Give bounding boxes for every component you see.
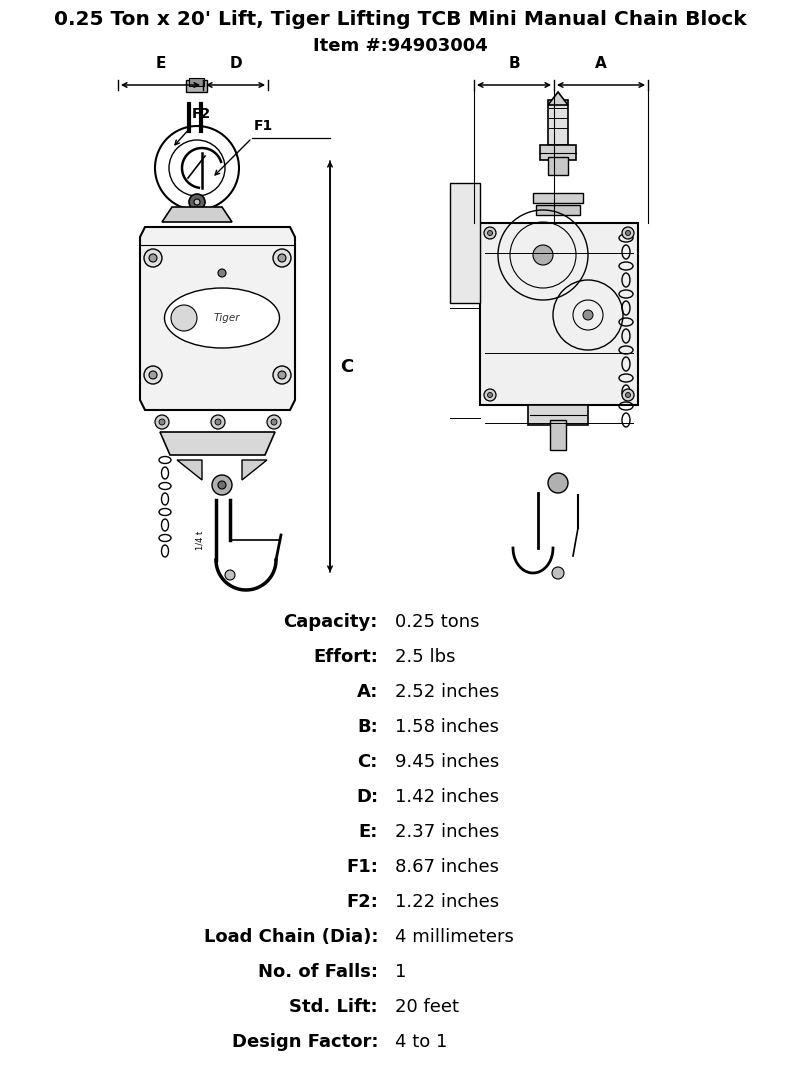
- Polygon shape: [242, 460, 267, 480]
- Text: 0.25 Ton x 20' Lift, Tiger Lifting TCB Mini Manual Chain Block: 0.25 Ton x 20' Lift, Tiger Lifting TCB M…: [54, 10, 746, 29]
- Circle shape: [144, 249, 162, 268]
- Text: A:: A:: [357, 682, 378, 701]
- Text: D: D: [229, 56, 242, 71]
- Text: F1:: F1:: [346, 858, 378, 876]
- Bar: [533, 193, 583, 203]
- Text: Std. Lift:: Std. Lift:: [290, 998, 378, 1016]
- Bar: [450, 183, 480, 302]
- Bar: [536, 205, 580, 215]
- Circle shape: [225, 570, 235, 580]
- Text: F2:: F2:: [346, 893, 378, 911]
- Ellipse shape: [165, 288, 279, 348]
- Circle shape: [218, 269, 226, 277]
- Circle shape: [273, 249, 291, 268]
- Circle shape: [622, 227, 634, 239]
- Text: F2: F2: [192, 107, 211, 121]
- Text: D:: D:: [356, 788, 378, 806]
- Text: 1: 1: [395, 963, 406, 981]
- Circle shape: [622, 389, 634, 401]
- Circle shape: [159, 419, 165, 425]
- Circle shape: [144, 366, 162, 384]
- Text: Effort:: Effort:: [313, 648, 378, 666]
- Text: 1.22 inches: 1.22 inches: [395, 893, 499, 911]
- Text: 2.5 lbs: 2.5 lbs: [395, 648, 455, 666]
- Text: 0.25 tons: 0.25 tons: [395, 613, 479, 631]
- Circle shape: [484, 389, 496, 401]
- Text: 2.37 inches: 2.37 inches: [395, 823, 499, 841]
- Circle shape: [626, 392, 630, 397]
- Circle shape: [487, 230, 493, 236]
- Text: No. of Falls:: No. of Falls:: [258, 963, 378, 981]
- Circle shape: [533, 245, 553, 265]
- Circle shape: [487, 392, 493, 397]
- Circle shape: [273, 366, 291, 384]
- Text: Design Factor:: Design Factor:: [231, 1033, 378, 1051]
- Text: E:: E:: [358, 823, 378, 841]
- Circle shape: [552, 567, 564, 579]
- Circle shape: [155, 415, 169, 429]
- Text: B: B: [508, 56, 520, 71]
- Text: C: C: [340, 357, 354, 376]
- Polygon shape: [177, 460, 202, 480]
- Circle shape: [218, 480, 226, 489]
- Circle shape: [278, 371, 286, 379]
- Circle shape: [215, 419, 221, 425]
- Text: B:: B:: [358, 719, 378, 736]
- Circle shape: [171, 305, 197, 331]
- Text: C:: C:: [358, 753, 378, 771]
- Circle shape: [211, 415, 225, 429]
- Text: E: E: [155, 56, 166, 71]
- Circle shape: [484, 227, 496, 239]
- Bar: [480, 223, 638, 405]
- Circle shape: [149, 371, 157, 379]
- Text: Capacity:: Capacity:: [284, 613, 378, 631]
- Bar: [540, 145, 576, 161]
- Polygon shape: [162, 207, 232, 222]
- Text: 9.45 inches: 9.45 inches: [395, 753, 499, 771]
- Text: 1.42 inches: 1.42 inches: [395, 788, 499, 806]
- Circle shape: [212, 475, 232, 495]
- Bar: [548, 157, 568, 175]
- Circle shape: [583, 310, 593, 320]
- Text: F1: F1: [254, 119, 274, 133]
- Polygon shape: [140, 227, 295, 410]
- Bar: [186, 80, 207, 92]
- Text: Load Chain (Dia):: Load Chain (Dia):: [203, 928, 378, 946]
- Bar: [189, 78, 204, 86]
- Circle shape: [149, 254, 157, 262]
- Polygon shape: [160, 432, 275, 455]
- Text: Item #:94903004: Item #:94903004: [313, 37, 487, 55]
- Circle shape: [194, 199, 200, 205]
- Circle shape: [189, 194, 205, 210]
- Text: 20 feet: 20 feet: [395, 998, 459, 1016]
- Bar: [550, 420, 566, 450]
- Bar: [548, 100, 568, 145]
- Text: Tiger: Tiger: [214, 313, 240, 323]
- Text: 2.52 inches: 2.52 inches: [395, 682, 499, 701]
- Text: 8.67 inches: 8.67 inches: [395, 858, 499, 876]
- Circle shape: [548, 473, 568, 492]
- Text: A: A: [595, 56, 607, 71]
- Text: 4 to 1: 4 to 1: [395, 1033, 447, 1051]
- Text: 1.58 inches: 1.58 inches: [395, 719, 499, 736]
- Bar: [528, 405, 588, 425]
- Text: 1/4 t: 1/4 t: [195, 531, 205, 549]
- Polygon shape: [548, 92, 568, 105]
- Circle shape: [626, 230, 630, 236]
- Circle shape: [271, 419, 277, 425]
- Text: 4 millimeters: 4 millimeters: [395, 928, 514, 946]
- Circle shape: [278, 254, 286, 262]
- Circle shape: [267, 415, 281, 429]
